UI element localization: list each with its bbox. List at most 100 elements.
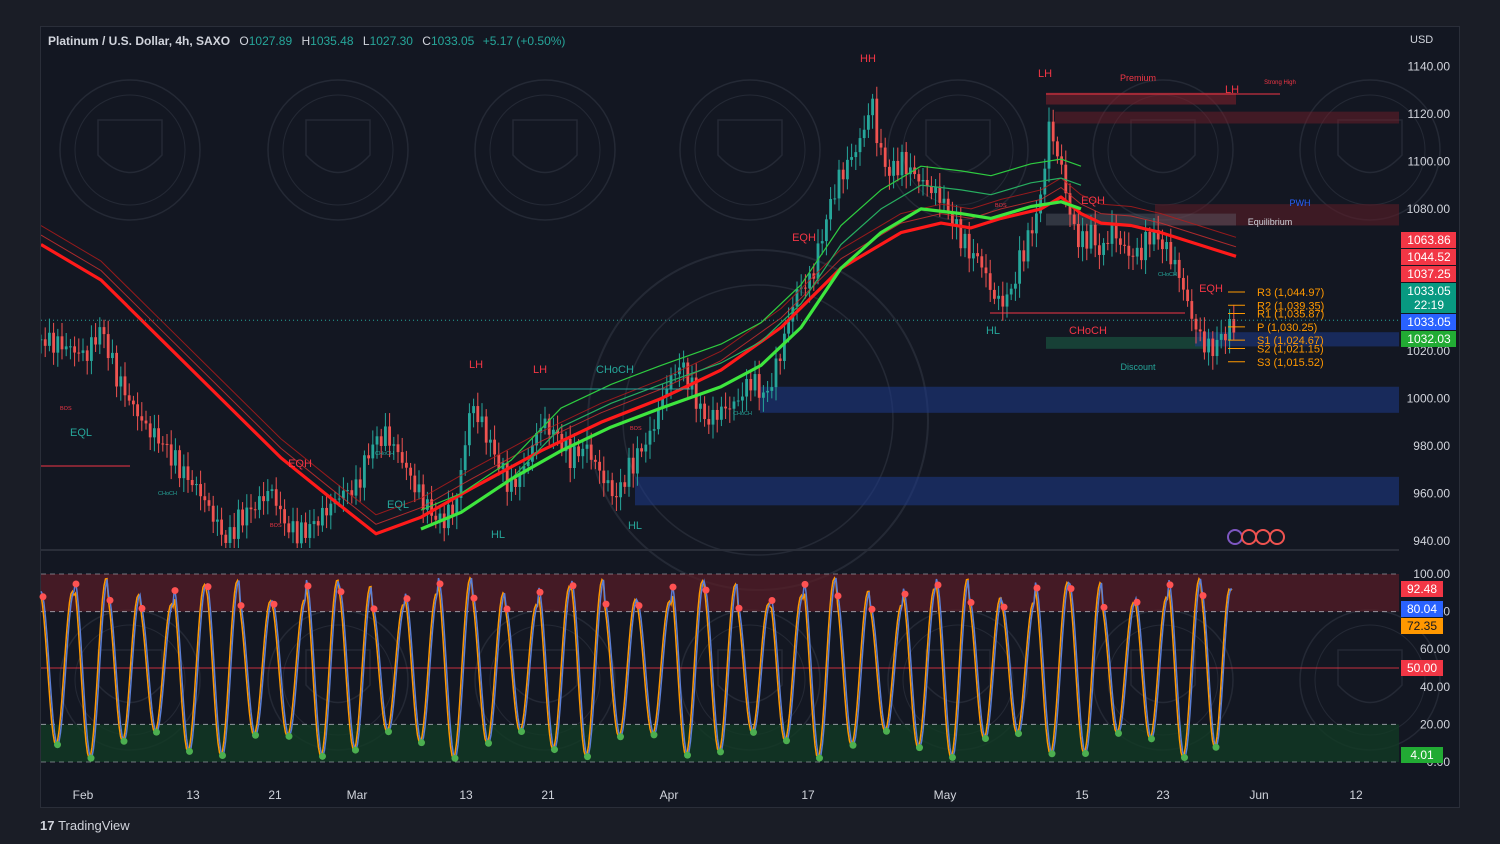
discount-zone	[1046, 336, 1206, 349]
candle-body	[732, 401, 736, 409]
ema-green-thick	[420, 200, 1082, 531]
candle-body	[955, 219, 958, 226]
watermark-large-ring	[587, 249, 929, 591]
bos-tag: CHoCH	[158, 491, 177, 497]
candle-body	[480, 416, 484, 423]
cross-down-dot	[204, 583, 212, 591]
cross-down-dot	[106, 596, 114, 604]
price-tick-label: 1120.00	[1408, 107, 1451, 121]
structure-label: LH	[533, 364, 547, 376]
candle-body	[1173, 259, 1177, 265]
candle-body	[787, 321, 790, 334]
candle-body	[291, 521, 295, 533]
candle-body	[484, 416, 488, 443]
cross-up-dot	[252, 731, 259, 739]
cross-up-dot	[982, 735, 989, 743]
candle-body	[795, 288, 799, 307]
candle-body	[224, 534, 228, 543]
candle-body	[371, 444, 375, 459]
cross-down-dot	[569, 582, 577, 590]
price-badge-bg	[1401, 331, 1456, 347]
candle-body	[279, 505, 282, 510]
candle-body	[967, 233, 971, 259]
candle-body	[526, 461, 530, 467]
cross-up-dot	[120, 737, 128, 745]
candle-body	[963, 233, 967, 249]
cross-down-dot	[1133, 598, 1141, 606]
cross-down-dot	[702, 586, 710, 594]
tradingview-logo[interactable]: 17 TradingView	[40, 818, 130, 833]
cross-up-dot	[1048, 750, 1056, 758]
watermark-inner-ring	[489, 94, 601, 206]
cross-up-dot	[219, 752, 226, 760]
candle-body	[287, 523, 291, 533]
candle-body	[64, 346, 68, 350]
structure-label: EQH	[1199, 283, 1223, 295]
candle-body	[892, 160, 895, 176]
candle-body	[295, 521, 299, 544]
candle-body	[648, 430, 652, 445]
candle-body	[1219, 333, 1223, 340]
candle-body	[417, 484, 421, 493]
pivot-label: P (1,030.25)	[1257, 322, 1317, 334]
candle-body	[1203, 331, 1206, 353]
candle-body	[896, 160, 900, 176]
candle-body	[312, 521, 316, 525]
ema-green-mid	[420, 177, 1082, 530]
candle-body	[111, 352, 114, 359]
candle-body	[232, 527, 236, 539]
candle-body	[472, 406, 475, 414]
candle-body	[1156, 229, 1160, 240]
cross-down-dot	[635, 602, 643, 610]
candle-body	[388, 426, 391, 446]
watermark-inner-ring	[902, 94, 1014, 206]
candle-body	[1144, 231, 1147, 261]
candle-body	[934, 186, 937, 194]
structure-label: LH	[469, 359, 483, 371]
structure-label: HL	[628, 520, 642, 532]
candle-body	[1194, 318, 1198, 330]
candle-body	[631, 457, 635, 474]
cross-down-dot	[304, 582, 312, 590]
candle-body	[959, 219, 963, 249]
candle-body	[720, 406, 723, 420]
pivot-label: S2 (1,021.15)	[1257, 343, 1324, 355]
osc-badge-bg	[1401, 618, 1443, 634]
candle-body	[258, 496, 261, 510]
watermark-layer	[59, 79, 1441, 751]
candle-body	[1106, 242, 1110, 244]
price-tick-label: 1020.00	[1407, 344, 1451, 358]
symbol-title: Platinum / U.S. Dollar, 4h, SAXO	[48, 34, 231, 48]
structure-label: CHoCH	[1069, 325, 1107, 337]
candle-body	[81, 350, 85, 353]
watermark-inner-ring	[1314, 624, 1426, 736]
pivot-label: S1 (1,024.67)	[1257, 335, 1324, 347]
watermark-shield	[925, 649, 991, 704]
cross-up-dot	[1015, 730, 1022, 738]
structure-label: CHoCH	[596, 364, 634, 376]
candle-body	[195, 484, 198, 486]
watermark-shield	[717, 119, 783, 174]
candle-body	[951, 211, 954, 226]
candle-body	[161, 443, 165, 445]
price-badge-bg	[1401, 314, 1456, 330]
candle-body	[644, 444, 648, 452]
candle-body	[976, 253, 979, 257]
candle-body	[220, 519, 223, 535]
bos-tag: BOS	[995, 203, 1007, 209]
zones-layer	[635, 92, 1399, 506]
candle-body	[724, 406, 727, 409]
price-badge-text: 1032.03	[1407, 332, 1451, 346]
price-tick-label: 980.00	[1413, 439, 1450, 453]
candle-body	[850, 157, 853, 160]
candle-body	[1018, 250, 1021, 284]
candle-body	[665, 388, 669, 398]
candle-body	[186, 466, 190, 480]
structure-label: LH	[1225, 84, 1239, 96]
pwh-zone	[1155, 204, 1399, 226]
watermark-shield	[925, 119, 991, 174]
candle-body	[375, 436, 379, 445]
time-tick-label: Mar	[347, 788, 368, 802]
candle-body	[190, 479, 194, 486]
